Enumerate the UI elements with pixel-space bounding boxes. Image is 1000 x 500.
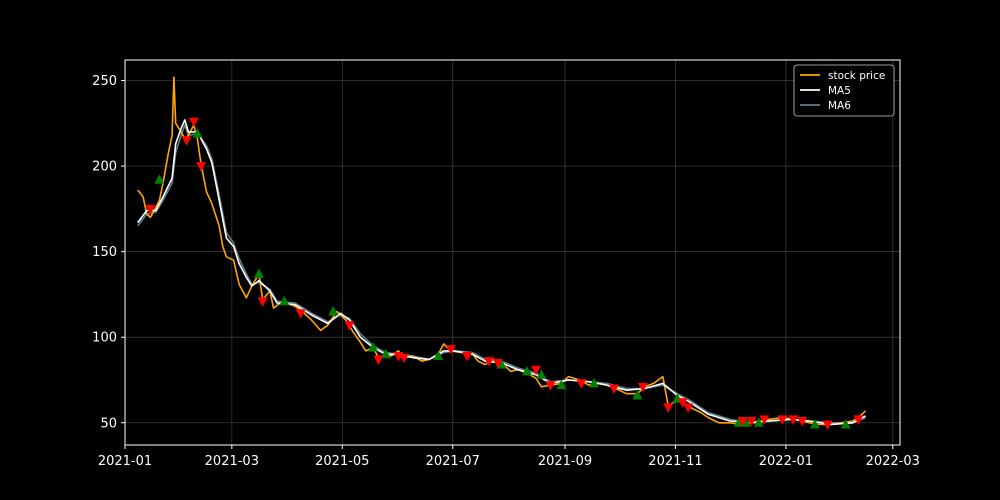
buy-marker bbox=[809, 418, 820, 429]
x-tick-label: 2021-03 bbox=[205, 454, 259, 469]
sell-marker bbox=[545, 381, 556, 391]
sell-marker bbox=[181, 136, 192, 146]
x-tick-label: 2021-05 bbox=[315, 454, 369, 469]
sell-marker bbox=[637, 382, 648, 393]
sell-marker bbox=[797, 417, 808, 427]
y-tick-label: 100 bbox=[92, 331, 117, 346]
signal-markers bbox=[145, 117, 864, 430]
x-tick-label: 2022-01 bbox=[759, 454, 813, 469]
buy-marker bbox=[192, 128, 203, 138]
legend-label: MA6 bbox=[828, 100, 851, 112]
sell-marker bbox=[483, 357, 494, 367]
sell-marker bbox=[663, 403, 674, 413]
buy-marker bbox=[253, 268, 264, 278]
y-tick-label: 50 bbox=[100, 416, 117, 431]
sell-marker bbox=[445, 345, 456, 355]
y-tick-label: 150 bbox=[92, 245, 117, 260]
buy-marker bbox=[279, 295, 290, 306]
buy-marker bbox=[632, 389, 643, 400]
sell-marker bbox=[746, 417, 757, 427]
sell-marker bbox=[737, 417, 748, 427]
sell-marker bbox=[196, 162, 207, 172]
sell-marker bbox=[608, 384, 619, 395]
sell-marker bbox=[788, 415, 799, 425]
sell-marker bbox=[777, 415, 788, 425]
y-tick-label: 200 bbox=[92, 160, 117, 175]
sell-marker bbox=[822, 420, 833, 430]
buy-marker bbox=[368, 341, 379, 352]
x-tick-label: 2021-07 bbox=[426, 454, 480, 469]
buy-marker bbox=[328, 306, 339, 316]
sell-marker bbox=[295, 309, 306, 319]
x-tick-label: 2021-11 bbox=[648, 454, 702, 469]
sell-marker bbox=[373, 355, 384, 365]
sell-marker bbox=[576, 379, 587, 389]
buy-marker bbox=[536, 369, 547, 379]
buy-marker bbox=[380, 348, 391, 359]
buy-marker bbox=[588, 377, 599, 388]
sell-marker bbox=[462, 352, 473, 362]
legend: stock price MA5 MA6 bbox=[793, 64, 895, 117]
grid bbox=[124, 60, 900, 445]
sell-marker bbox=[493, 358, 504, 369]
sell-marker bbox=[344, 321, 355, 331]
y-tick-label: 250 bbox=[92, 74, 117, 89]
sell-marker bbox=[398, 353, 409, 364]
legend-box bbox=[793, 64, 895, 117]
legend-label: MA5 bbox=[828, 85, 851, 97]
sell-marker bbox=[677, 398, 688, 408]
sell-marker bbox=[257, 297, 268, 307]
buy-marker bbox=[521, 365, 532, 376]
buy-marker bbox=[154, 174, 165, 184]
buy-marker bbox=[556, 379, 567, 390]
x-tick-label: 2021-09 bbox=[538, 454, 592, 469]
buy-marker bbox=[433, 350, 444, 361]
sell-marker bbox=[853, 415, 864, 425]
sell-marker bbox=[759, 415, 770, 425]
buy-marker bbox=[753, 417, 764, 427]
plot-frame bbox=[124, 59, 901, 446]
sell-marker bbox=[145, 204, 156, 215]
buy-marker bbox=[840, 418, 851, 429]
legend-label: stock price bbox=[828, 70, 885, 82]
x-tick-label: 2021-01 bbox=[98, 454, 152, 469]
sell-marker bbox=[188, 117, 199, 128]
sell-marker bbox=[531, 365, 542, 376]
x-tick-label: 2022-03 bbox=[866, 454, 920, 469]
axes: 2021-01 2021-03 2021-05 2021-07 2021-09 2021-… bbox=[92, 74, 920, 469]
sell-marker bbox=[683, 403, 694, 413]
